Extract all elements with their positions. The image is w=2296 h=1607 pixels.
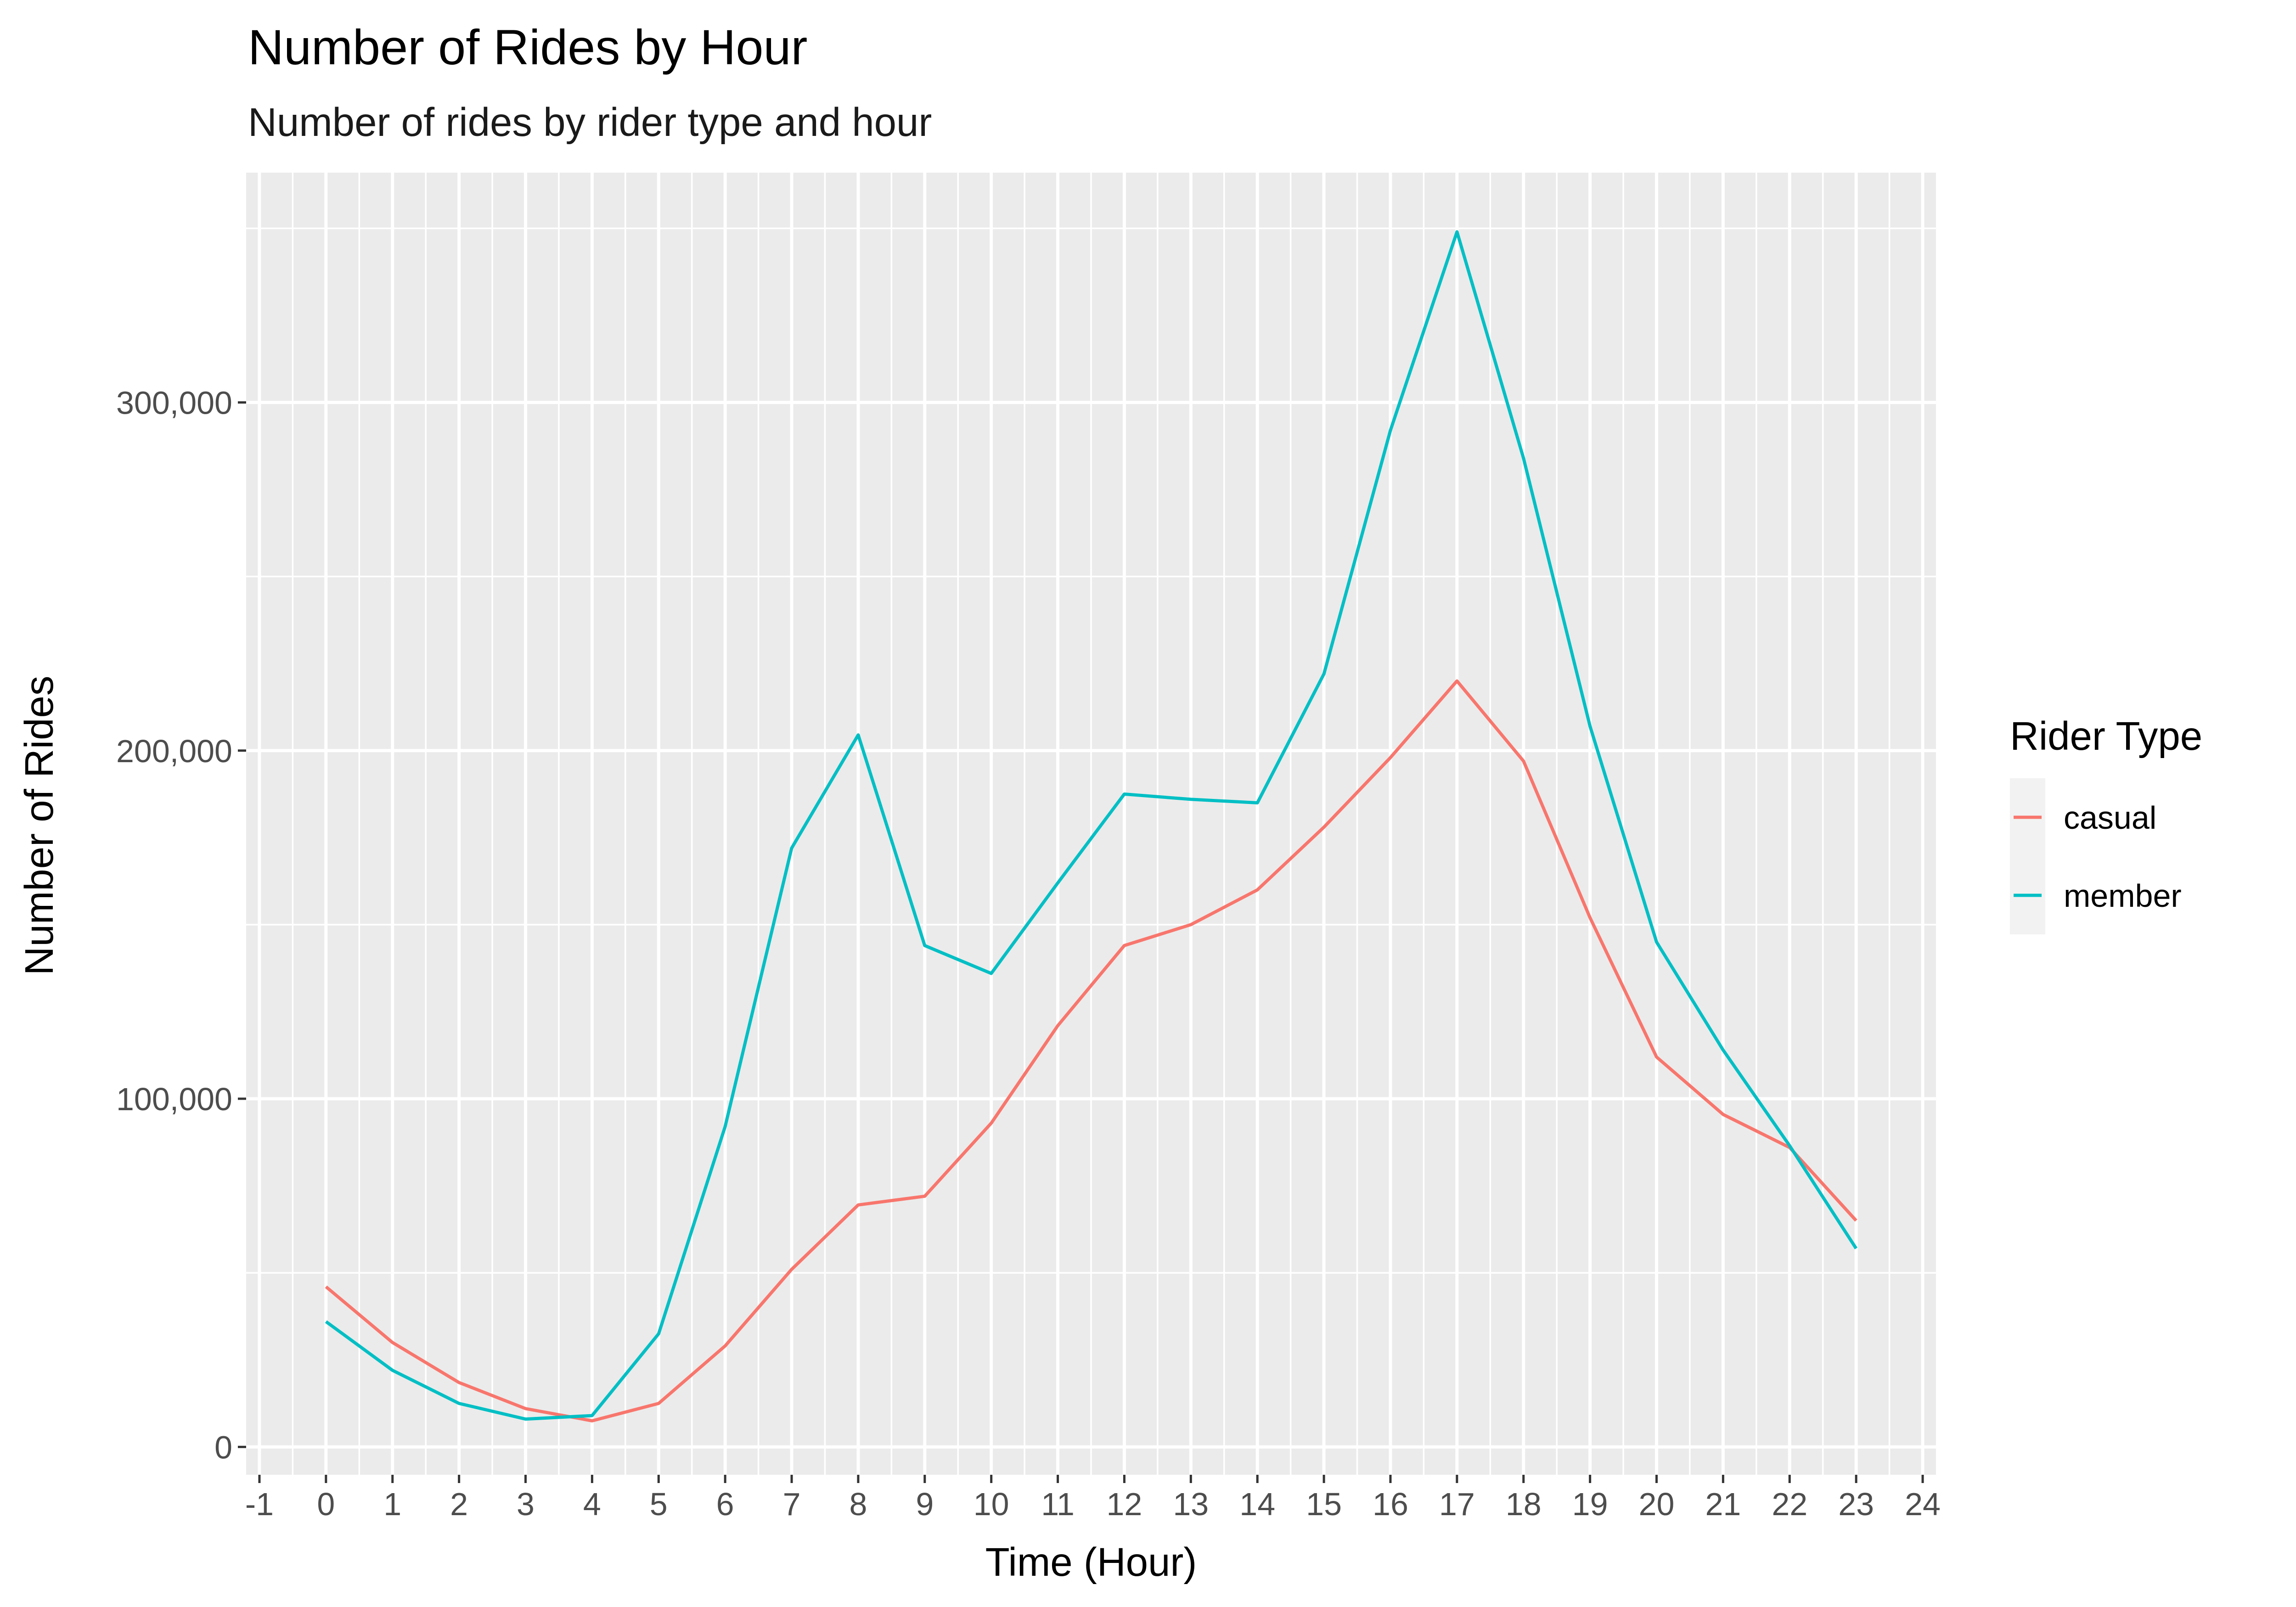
x-tick-label: 3 bbox=[517, 1486, 535, 1522]
chart-title: Number of Rides by Hour bbox=[248, 19, 807, 75]
chart-subtitle: Number of rides by rider type and hour bbox=[248, 100, 932, 145]
legend-key-background bbox=[2010, 778, 2045, 934]
x-tick-label: 4 bbox=[583, 1486, 601, 1522]
x-axis-title: Time (Hour) bbox=[985, 1540, 1197, 1585]
x-tick-label: 0 bbox=[317, 1486, 335, 1522]
series-line-casual bbox=[325, 679, 1857, 1422]
x-tick-label: 19 bbox=[1572, 1486, 1608, 1522]
x-tick-label: 22 bbox=[1772, 1486, 1807, 1522]
major-gridlines bbox=[246, 173, 1936, 1475]
x-tick-label: 11 bbox=[1041, 1486, 1075, 1522]
y-tick-label: 0 bbox=[214, 1429, 232, 1465]
x-tick-label: 18 bbox=[1506, 1486, 1542, 1522]
x-tick-label: 21 bbox=[1705, 1486, 1741, 1522]
x-tick-label: 1 bbox=[383, 1486, 401, 1522]
x-axis: -1 0 1 2 3 4 5 6 7 8 9 10 11 12 13 14 15 16 17 18 19 20 21 22 23… bbox=[245, 1475, 1941, 1522]
y-tick-label: 200,000 bbox=[116, 733, 232, 769]
legend-entries: casual member bbox=[2014, 800, 2182, 914]
x-tick-label: 6 bbox=[716, 1486, 734, 1522]
series-lines bbox=[325, 230, 1858, 1422]
y-axis: 0 100,000 200,000 300,000 bbox=[116, 385, 246, 1465]
x-tick-label: 13 bbox=[1173, 1486, 1209, 1522]
y-axis-title: Number of Rides bbox=[17, 676, 62, 976]
x-tick-label: -1 bbox=[245, 1486, 274, 1522]
y-tick-label: 100,000 bbox=[116, 1081, 232, 1117]
legend-label-member: member bbox=[2064, 878, 2182, 914]
x-tick-label: 7 bbox=[783, 1486, 801, 1522]
x-tick-label: 14 bbox=[1239, 1486, 1275, 1522]
legend-title: Rider Type bbox=[2010, 714, 2202, 759]
x-tick-label: 8 bbox=[849, 1486, 867, 1522]
x-tick-label: 23 bbox=[1838, 1486, 1874, 1522]
minor-gridlines bbox=[246, 173, 1936, 1475]
x-tick-label: 9 bbox=[916, 1486, 934, 1522]
x-tick-label: 20 bbox=[1639, 1486, 1675, 1522]
x-tick-label: 12 bbox=[1107, 1486, 1142, 1522]
x-tick-label: 17 bbox=[1439, 1486, 1475, 1522]
x-tick-label: 5 bbox=[650, 1486, 668, 1522]
x-tick-label: 15 bbox=[1306, 1486, 1342, 1522]
x-tick-label: 2 bbox=[450, 1486, 468, 1522]
legend-label-casual: casual bbox=[2064, 800, 2156, 836]
y-tick-label: 300,000 bbox=[116, 385, 232, 421]
legend: Rider Type casual member bbox=[2010, 714, 2202, 934]
series-line-member bbox=[325, 230, 1858, 1421]
x-tick-label: 24 bbox=[1905, 1486, 1941, 1522]
x-tick-label: 16 bbox=[1373, 1486, 1408, 1522]
x-tick-label: 10 bbox=[974, 1486, 1009, 1522]
